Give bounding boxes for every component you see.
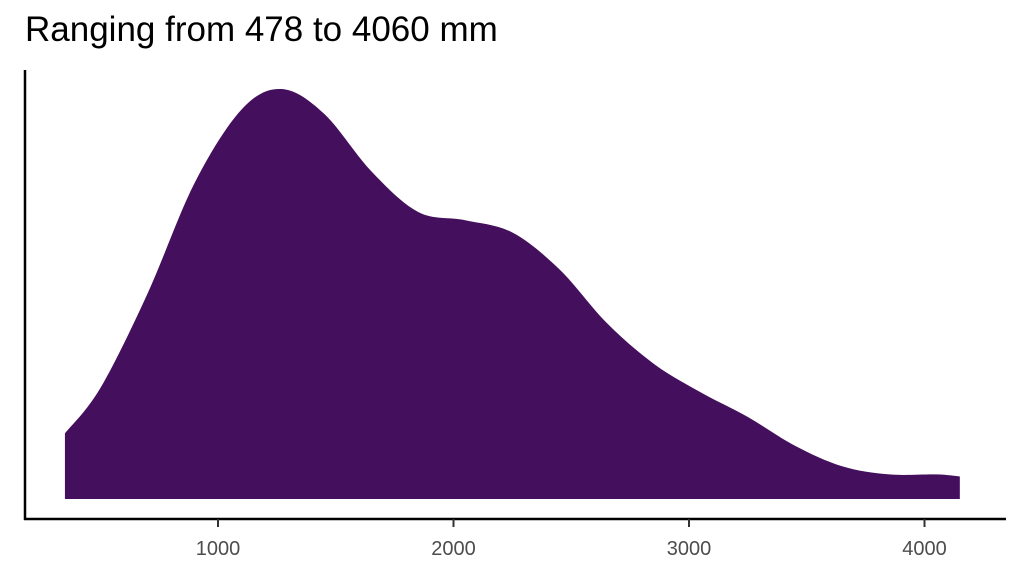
x-tick-label: 4000: [902, 538, 947, 560]
x-axis-ticks: 1000 2000 3000 4000: [196, 519, 947, 560]
chart-title: Ranging from 478 to 4060 mm: [25, 10, 498, 49]
x-tick-label: 1000: [196, 538, 241, 560]
x-tick-label: 2000: [431, 538, 476, 560]
density-area: [64, 88, 960, 500]
x-tick-label: 3000: [667, 538, 712, 560]
